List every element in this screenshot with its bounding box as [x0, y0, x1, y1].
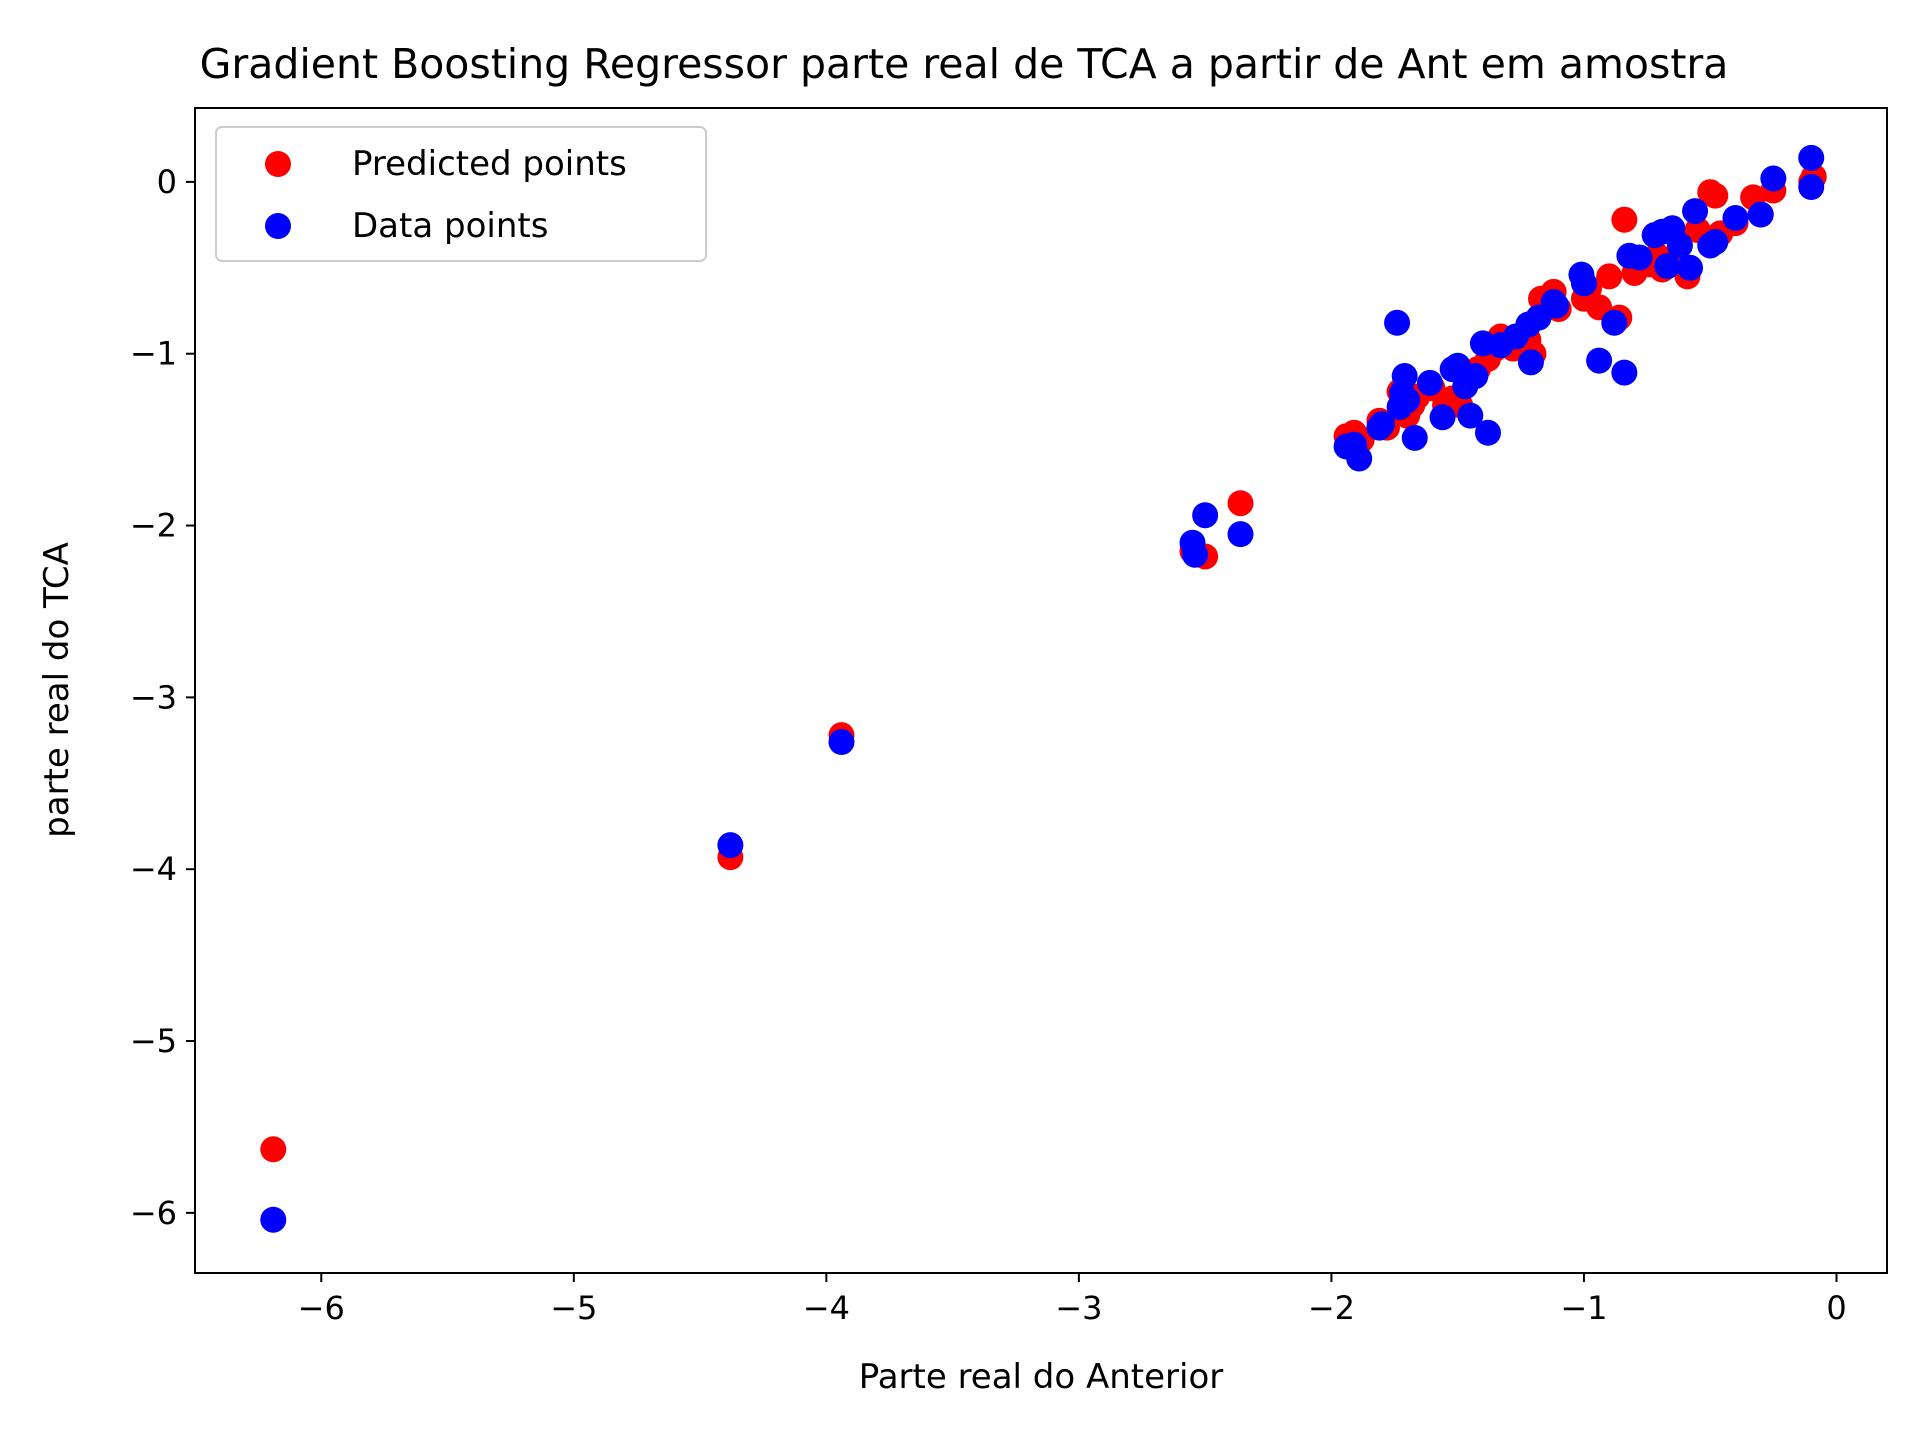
y-tick-label: −2: [130, 507, 177, 545]
legend-label-predicted: Predicted points: [352, 144, 627, 184]
data-point: [1666, 232, 1693, 259]
data-point: [1368, 411, 1395, 438]
y-tick-label: −4: [130, 850, 177, 888]
data-point: [1192, 502, 1219, 529]
data-point: [1543, 292, 1570, 319]
data-point: [1682, 198, 1709, 225]
legend: Predicted points Data points: [215, 126, 707, 262]
y-tick-label: −3: [130, 678, 177, 716]
data-point: [260, 1206, 287, 1233]
data-point: [1462, 363, 1489, 390]
x-tick-label: −3: [1055, 1289, 1102, 1327]
x-tick-label: −5: [550, 1289, 597, 1327]
legend-marker-predicted: [265, 151, 291, 177]
x-tick-label: −1: [1560, 1289, 1607, 1327]
y-tick-label: −5: [130, 1022, 177, 1060]
predicted-point: [1227, 490, 1254, 517]
y-tick-label: −6: [130, 1194, 177, 1232]
data-point: [717, 832, 744, 859]
plot-frame: [194, 107, 1888, 1274]
data-point: [1346, 445, 1373, 472]
data-point: [1798, 174, 1825, 201]
data-point: [1384, 309, 1411, 336]
data-point: [1798, 144, 1825, 171]
y-axis-label: parte real do TCA: [37, 542, 77, 838]
data-point: [1586, 347, 1613, 374]
series-data-points: [260, 144, 1825, 1233]
data-point: [1654, 253, 1681, 280]
data-point: [1416, 369, 1443, 396]
predicted-point: [1596, 263, 1623, 290]
x-tick-label: 0: [1826, 1289, 1846, 1327]
x-axis-ticks: −6 −5 −4 −3 −2 −1 0: [298, 1273, 1847, 1327]
data-point: [1747, 201, 1774, 228]
data-point: [1394, 387, 1421, 414]
data-point: [1182, 541, 1209, 568]
x-tick-label: −2: [1308, 1289, 1355, 1327]
data-point: [1601, 309, 1628, 336]
data-point: [1391, 363, 1418, 390]
predicted-point: [1611, 206, 1638, 233]
legend-marker-data: [265, 213, 291, 239]
data-point: [1457, 402, 1484, 429]
y-axis-ticks: −6 −5 −4 −3 −2 −1 0: [130, 163, 195, 1232]
predicted-point: [1702, 182, 1729, 209]
data-point: [1401, 424, 1428, 451]
data-point: [1570, 270, 1597, 297]
data-point: [1429, 404, 1456, 431]
data-point: [1702, 229, 1729, 256]
x-tick-label: −4: [803, 1289, 850, 1327]
data-point: [1611, 359, 1638, 386]
data-point: [1227, 521, 1254, 548]
x-axis-label: Parte real do Anterior: [859, 1357, 1224, 1397]
chart-title: Gradient Boosting Regressor parte real d…: [200, 40, 1729, 88]
data-point: [1677, 254, 1704, 281]
data-point: [1626, 244, 1653, 271]
data-point: [1722, 204, 1749, 231]
y-tick-label: −1: [130, 335, 177, 373]
data-point: [1517, 349, 1544, 376]
legend-box: [215, 126, 707, 262]
data-point: [1474, 419, 1501, 446]
points-layer: [260, 144, 1827, 1233]
data-point: [1760, 165, 1787, 192]
x-tick-label: −6: [298, 1289, 345, 1327]
predicted-point: [260, 1136, 287, 1163]
y-tick-label: 0: [157, 163, 177, 201]
data-point: [828, 729, 855, 756]
legend-label-data: Data points: [352, 206, 548, 246]
